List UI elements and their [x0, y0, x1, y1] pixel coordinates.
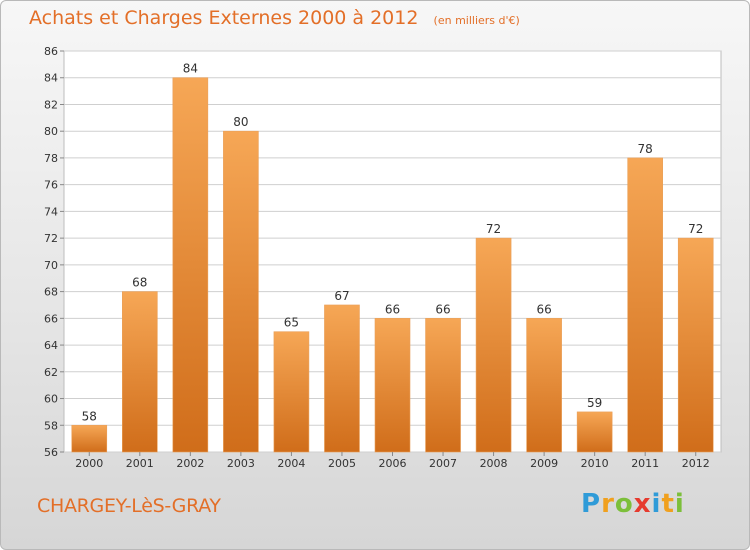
bar — [223, 130, 259, 453]
data-label: 66 — [536, 302, 551, 316]
y-tick-label: 74 — [44, 205, 58, 218]
y-tick-label: 68 — [44, 286, 58, 299]
x-tick-label: 2002 — [176, 457, 204, 470]
y-tick-label: 86 — [44, 45, 58, 58]
y-tick-label: 58 — [44, 419, 58, 432]
y-tick-label: 66 — [44, 312, 58, 325]
proxiti-logo[interactable]: Proxiti — [581, 489, 685, 519]
data-label: 66 — [435, 302, 450, 316]
x-tick-label: 2008 — [480, 457, 508, 470]
data-label: 78 — [638, 142, 653, 156]
logo-letter: P — [581, 489, 602, 519]
logo-letter: t — [661, 489, 675, 519]
bar — [627, 157, 663, 453]
y-tick-label: 64 — [44, 339, 58, 352]
x-tick-label: 2006 — [379, 457, 407, 470]
chart-subtitle: (en milliers d'€) — [433, 14, 520, 27]
commune-name: CHARGEY-LèS-GRAY — [37, 495, 221, 517]
bar — [324, 304, 360, 453]
data-label: 80 — [233, 115, 248, 129]
bar — [71, 424, 108, 453]
y-tick-label: 82 — [44, 98, 58, 111]
bar — [425, 318, 461, 453]
x-tick-label: 2012 — [682, 457, 710, 470]
data-label: 67 — [334, 289, 349, 303]
data-label: 84 — [183, 62, 198, 76]
logo-letter: o — [614, 489, 634, 519]
bar — [273, 331, 310, 453]
bar — [576, 411, 613, 453]
x-tick-label: 2001 — [126, 457, 154, 470]
y-tick-label: 62 — [44, 366, 58, 379]
data-label: 66 — [385, 302, 400, 316]
y-tick-label: 72 — [44, 232, 58, 245]
data-label: 68 — [132, 276, 147, 290]
x-tick-label: 2009 — [530, 457, 558, 470]
title-row: Achats et Charges Externes 2000 à 2012 (… — [29, 7, 520, 29]
x-tick-label: 2003 — [227, 457, 255, 470]
logo-letter: r — [601, 489, 615, 519]
chart-title: Achats et Charges Externes 2000 à 2012 — [29, 7, 419, 29]
bar — [122, 291, 158, 453]
x-tick-label: 2000 — [75, 457, 103, 470]
bar — [526, 318, 562, 453]
x-tick-label: 2005 — [328, 457, 356, 470]
y-tick-label: 60 — [44, 393, 58, 406]
x-tick-label: 2010 — [581, 457, 609, 470]
bar — [374, 318, 411, 453]
y-tick-label: 76 — [44, 179, 58, 192]
y-tick-label: 56 — [44, 446, 58, 459]
logo-letter: i — [651, 489, 662, 519]
logo-letter: x — [633, 489, 652, 519]
data-label: 59 — [587, 396, 602, 410]
data-label: 72 — [486, 222, 501, 236]
logo-letter: i — [674, 489, 685, 519]
x-tick-label: 2011 — [631, 457, 659, 470]
x-tick-label: 2004 — [277, 457, 305, 470]
bar — [172, 77, 209, 453]
y-tick-label: 70 — [44, 259, 58, 272]
x-tick-label: 2007 — [429, 457, 457, 470]
bar — [475, 237, 512, 453]
data-label: 58 — [82, 409, 97, 423]
y-tick-label: 84 — [44, 72, 58, 85]
y-tick-label: 80 — [44, 125, 58, 138]
bar — [677, 237, 714, 453]
y-tick-label: 78 — [44, 152, 58, 165]
data-label: 65 — [284, 316, 299, 330]
data-label: 72 — [688, 222, 703, 236]
